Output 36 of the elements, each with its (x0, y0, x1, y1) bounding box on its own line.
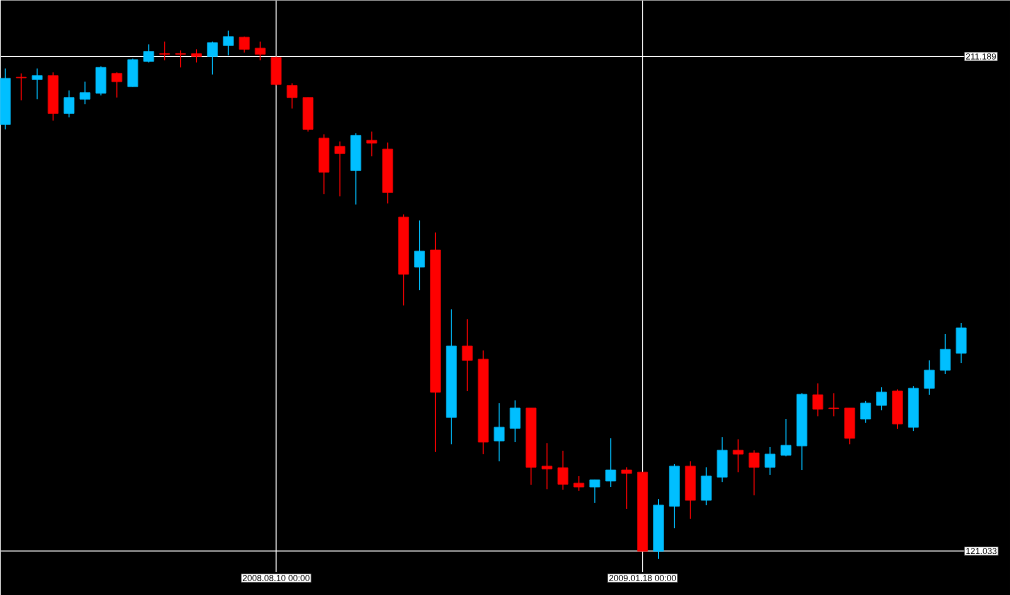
candlestick (589, 479, 601, 504)
y-tick-label: 211.189 (966, 53, 996, 60)
candlestick (31, 67, 43, 100)
y-tick-label: 121.033 (966, 547, 997, 555)
candlestick (541, 442, 553, 490)
candlestick (509, 399, 521, 443)
candlestick (748, 449, 760, 496)
candlestick (207, 41, 218, 76)
candlestick (812, 382, 824, 417)
candlestick (780, 418, 792, 457)
candlestick (828, 392, 840, 417)
candlestick (605, 437, 617, 488)
candlestick (764, 446, 776, 476)
candlestick (111, 71, 123, 99)
candlestick (860, 400, 871, 424)
candlestick (63, 89, 75, 118)
candlestick (223, 30, 234, 56)
candlestick (939, 333, 951, 375)
candlestick (15, 72, 27, 101)
candlestick (876, 386, 887, 411)
candlestick (732, 438, 744, 473)
candlestick (462, 318, 473, 392)
candlestick (254, 41, 266, 61)
candlestick (621, 466, 632, 510)
candlestick (334, 140, 346, 197)
candlestick (493, 402, 505, 462)
x-tick-label: 2008.08.10 00:00 (242, 574, 310, 582)
candlestick (924, 359, 935, 396)
candlestick (414, 219, 425, 291)
x-tick-label: 2009.01.18 00:00 (609, 574, 676, 582)
candlestick (286, 82, 298, 110)
candlestick (159, 41, 170, 61)
candlestick (557, 450, 569, 491)
candlestick (79, 81, 91, 105)
candlestick (366, 131, 378, 157)
candlestick (573, 475, 585, 492)
